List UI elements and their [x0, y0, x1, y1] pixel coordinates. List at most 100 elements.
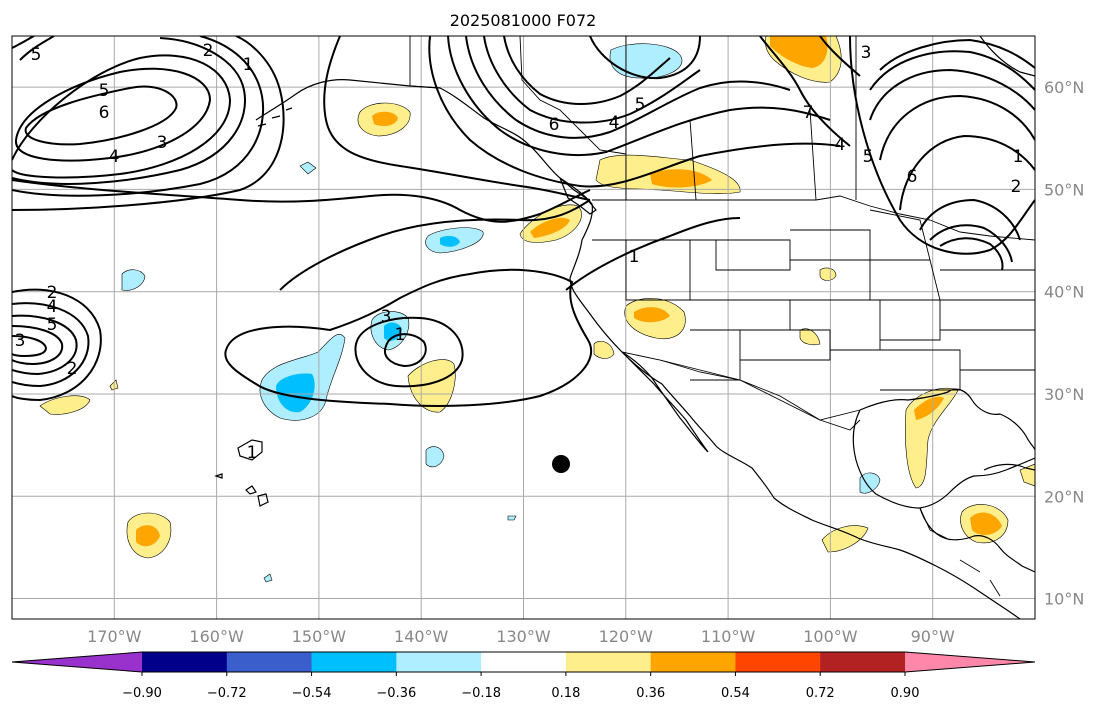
- contour-label: 7: [803, 103, 814, 123]
- contour-line: [465, 36, 791, 139]
- colorbar-tick-label: −0.18: [461, 686, 501, 701]
- negative-anomaly: [859, 472, 881, 494]
- negative-anomaly: [609, 43, 683, 79]
- contour-line: [589, 36, 701, 80]
- negative-anomaly: [276, 373, 315, 413]
- contour-label: 3: [381, 307, 392, 327]
- contour-label: 3: [15, 331, 26, 351]
- contour-line: [12, 335, 48, 358]
- colorbar-segment: [565, 652, 652, 672]
- coastline: [621, 351, 709, 453]
- island: [257, 493, 269, 507]
- island: [237, 439, 263, 461]
- contour-line: [323, 36, 591, 201]
- colorbar-segment: [735, 652, 821, 672]
- contour-line: [879, 38, 1035, 71]
- contour-line: [939, 237, 1004, 271]
- contour-line: [869, 50, 1035, 91]
- contour-line: [869, 68, 1035, 121]
- positive-anomaly: [593, 341, 615, 359]
- contour-label: 1: [247, 443, 258, 463]
- border-province: [625, 36, 857, 201]
- contour-line: [12, 179, 591, 223]
- contour-label: 5: [99, 81, 110, 101]
- positive-anomaly: [819, 267, 837, 281]
- latitude-label: 60°N: [1044, 78, 1084, 97]
- contour-label: 4: [47, 297, 58, 317]
- contour-line: [849, 36, 1035, 255]
- contour-line: [428, 36, 841, 188]
- longitude-label: 90°W: [911, 627, 955, 646]
- contour-line: [12, 36, 264, 197]
- negative-anomaly: [507, 515, 517, 521]
- contour-label: 4: [609, 113, 620, 133]
- border-central-america: [919, 507, 1001, 597]
- longitude-label: 120°W: [599, 627, 654, 646]
- contour-label: 3: [861, 43, 872, 63]
- colorbar-segment: [650, 652, 736, 672]
- colorbar-tick-label: −0.72: [207, 686, 247, 701]
- coastline: [255, 79, 411, 121]
- shaded-anomalies: [39, 36, 1035, 583]
- coastline: [852, 409, 1035, 509]
- contour-label: 1: [1013, 147, 1024, 167]
- positive-anomaly: [39, 395, 91, 415]
- coastline: [979, 36, 1035, 77]
- latitude-labels: 60°N 50°N 40°N 30°N 20°N 10°N: [1044, 78, 1084, 608]
- positive-anomaly: [770, 36, 828, 68]
- contour-line: [929, 224, 1013, 263]
- contour-label: 5: [863, 147, 874, 167]
- contour-line: [12, 36, 35, 49]
- border-province: [519, 36, 627, 155]
- coastlines: [214, 36, 1035, 619]
- contour-label: 4: [109, 147, 120, 167]
- contour-line: [384, 333, 427, 368]
- longitude-label: 130°W: [496, 627, 551, 646]
- height-contours: [12, 36, 1035, 407]
- contour-line: [224, 268, 593, 407]
- storm-center-dot: [552, 455, 570, 473]
- positive-anomaly: [136, 525, 160, 547]
- colorbar-tick-label: 0.54: [721, 686, 750, 701]
- contour-line: [19, 36, 55, 61]
- colorbar-tick-label: 0.18: [551, 686, 580, 701]
- contour-line: [14, 67, 212, 162]
- contour-line: [483, 36, 701, 124]
- coastline: [983, 463, 1035, 471]
- contour-line: [12, 37, 246, 185]
- longitude-label: 140°W: [394, 627, 449, 646]
- coastline: [919, 507, 1035, 573]
- political-borders: [409, 36, 1035, 597]
- contour-line: [24, 85, 178, 146]
- contour-line: [759, 36, 851, 147]
- negative-anomaly: [121, 269, 146, 291]
- latitude-label: 50°N: [1044, 180, 1084, 199]
- border-alaska-canada: [409, 36, 441, 89]
- contour-line: [12, 314, 78, 376]
- contour-line: [12, 325, 64, 366]
- longitude-labels: 170°W 160°W 150°W 140°W 130°W 120°W 110°W 100°W…: [87, 627, 955, 646]
- contour-line: [899, 134, 1035, 211]
- colorbar-tick-label: −0.36: [376, 686, 416, 701]
- positive-anomaly: [799, 328, 821, 346]
- colorbar-tick-label: 0.36: [636, 686, 665, 701]
- negative-anomaly: [425, 446, 445, 468]
- contour-label: 2: [67, 359, 78, 379]
- longitude-label: 110°W: [701, 627, 756, 646]
- latitude-label: 20°N: [1044, 487, 1084, 506]
- colorbar-segment: [481, 652, 567, 672]
- positive-anomaly: [634, 307, 670, 323]
- contour-line: [819, 36, 861, 77]
- longitude-label: 150°W: [292, 627, 347, 646]
- contour-line: [354, 316, 464, 388]
- contour-line: [12, 288, 102, 402]
- map-frame: [11, 35, 1036, 620]
- latitude-label: 30°N: [1044, 385, 1084, 404]
- border-states: [592, 209, 1035, 421]
- negative-anomaly: [299, 161, 317, 175]
- colorbar-segment: [311, 652, 397, 672]
- contour-label: 2: [1011, 177, 1022, 197]
